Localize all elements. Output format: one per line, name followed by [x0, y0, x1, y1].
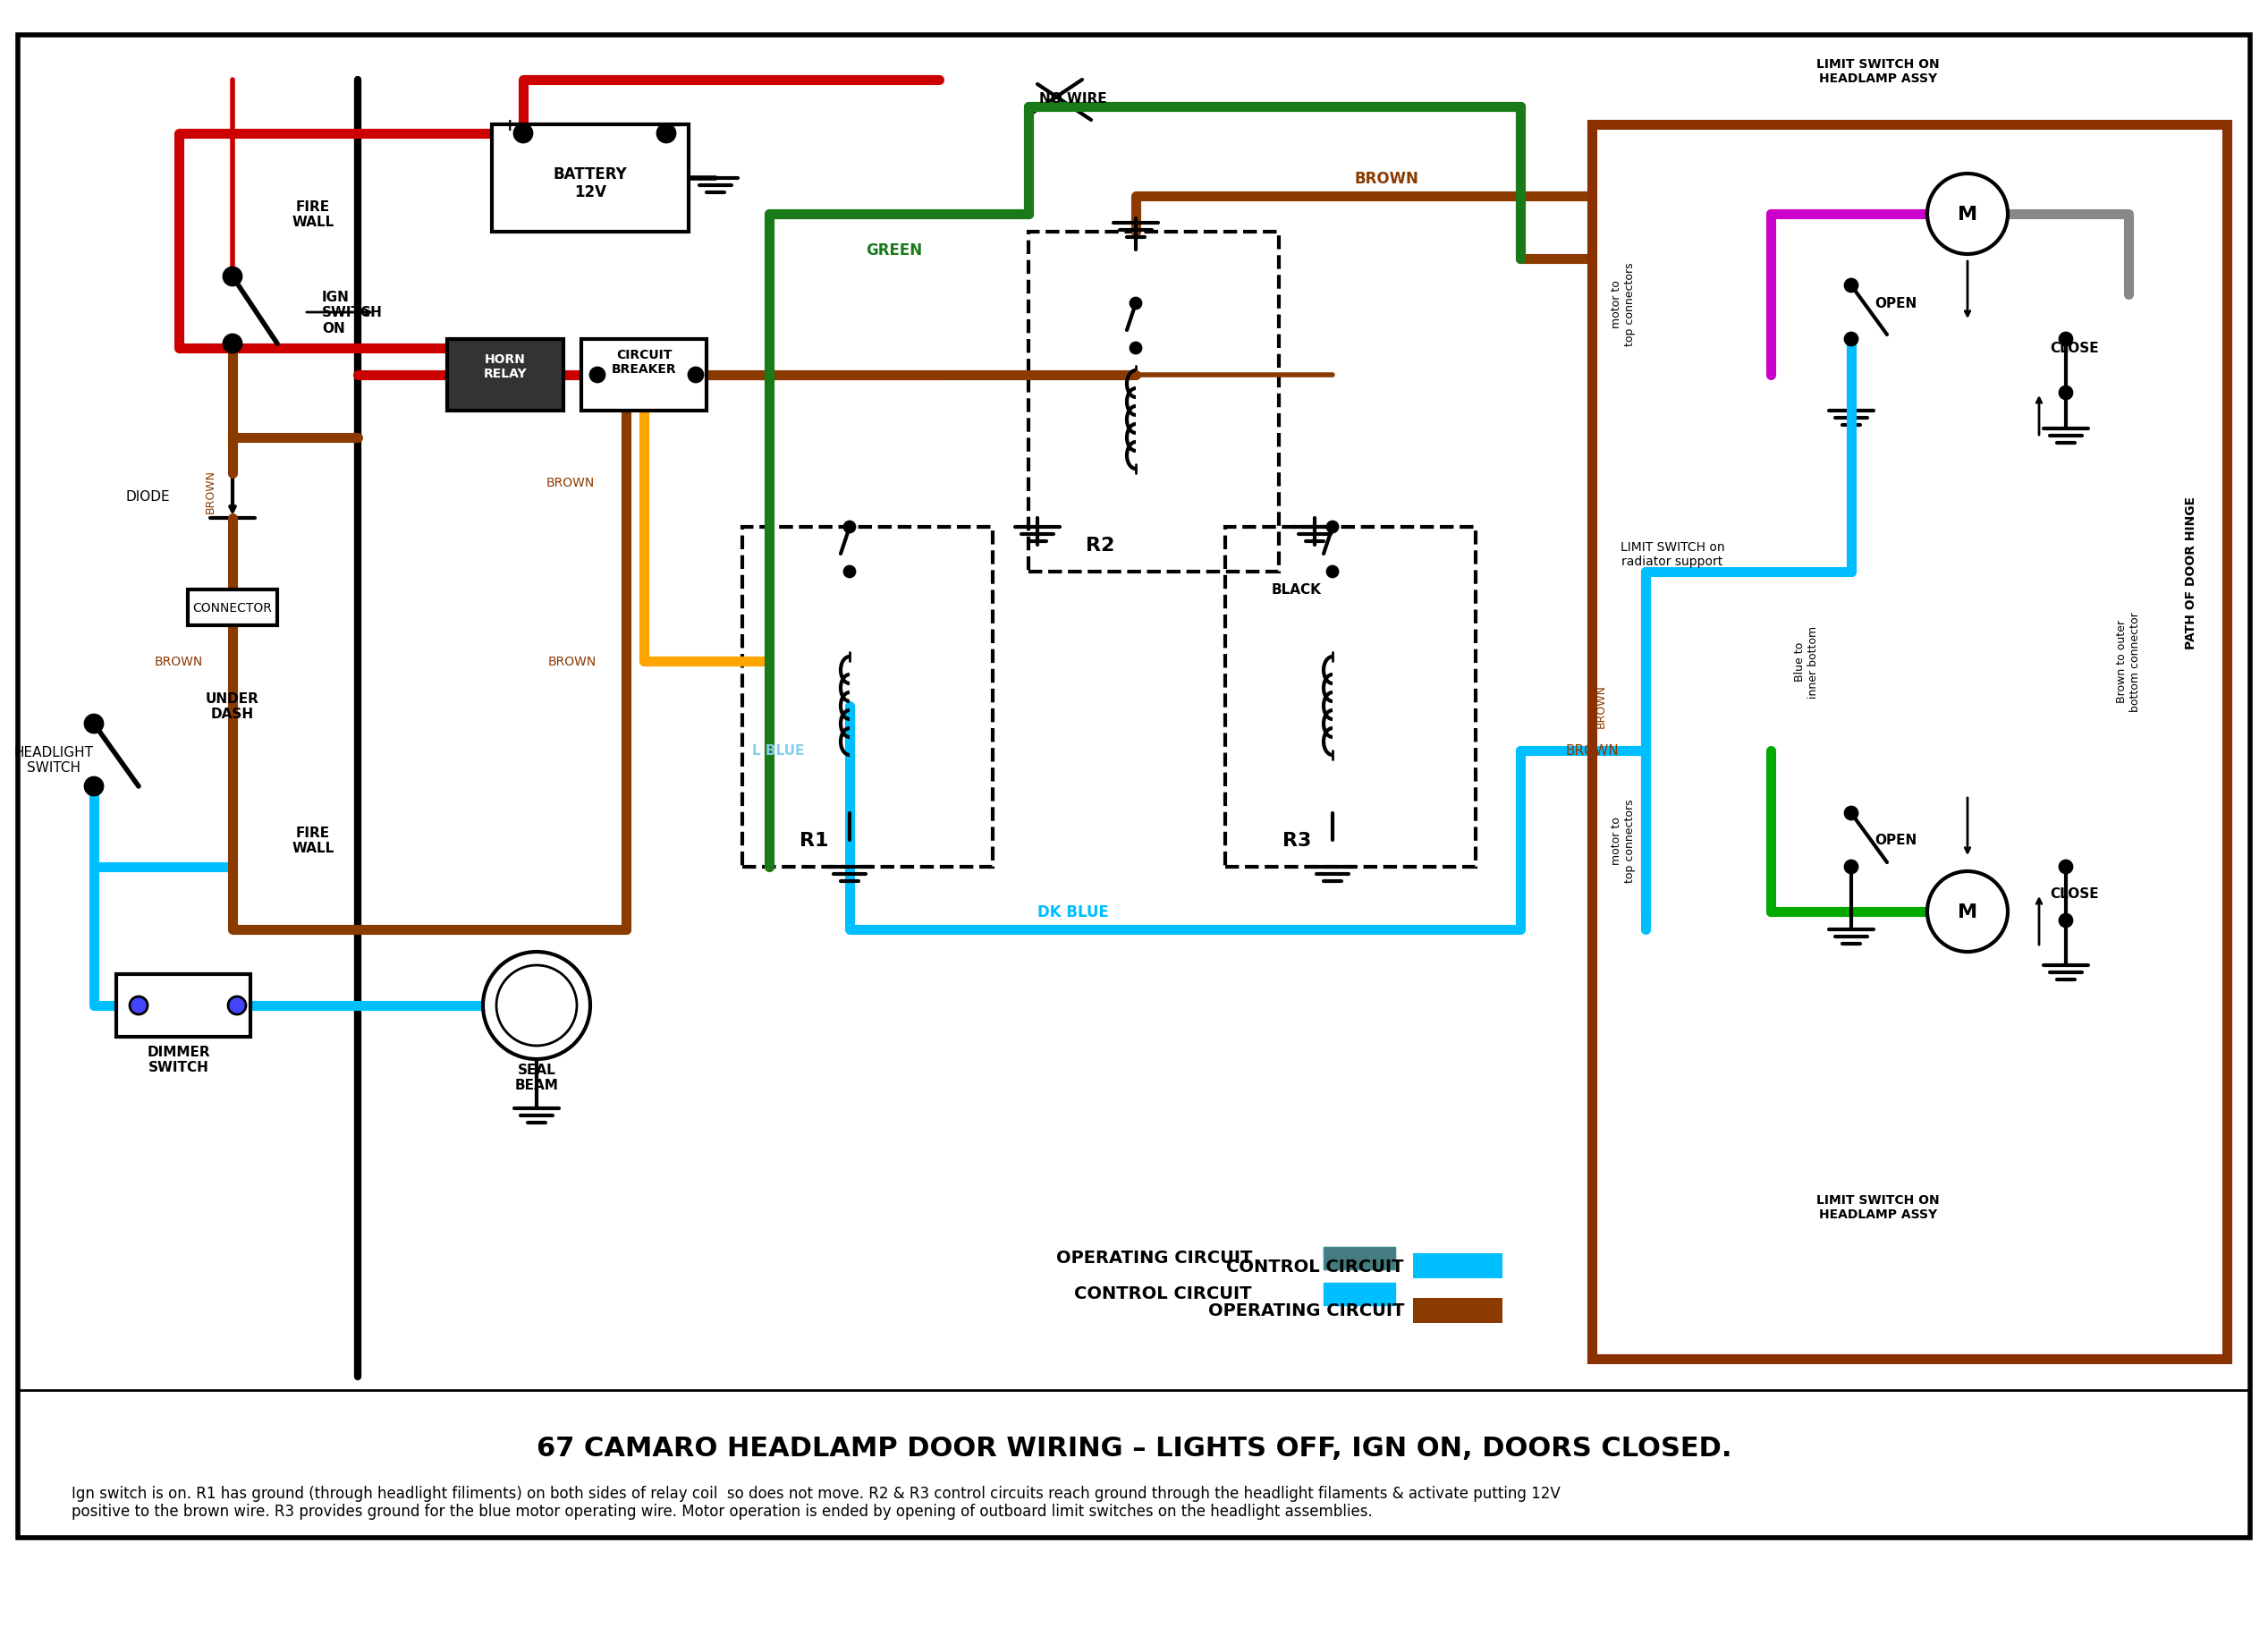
Text: FIRE
WALL: FIRE WALL	[293, 201, 333, 229]
Text: OPEN: OPEN	[1876, 298, 1916, 311]
Circle shape	[1844, 808, 1857, 819]
Bar	[492, 125, 689, 232]
Text: SEAL
BEAM: SEAL BEAM	[515, 1063, 558, 1092]
Bar	[1225, 528, 1476, 867]
Text: BROWN: BROWN	[204, 470, 215, 513]
Text: BROWN: BROWN	[154, 655, 204, 668]
Bar	[116, 974, 249, 1036]
Bar	[1325, 1247, 1395, 1270]
Circle shape	[658, 125, 676, 143]
Text: PATH OF DOOR HINGE: PATH OF DOOR HINGE	[2184, 495, 2198, 648]
Circle shape	[1844, 860, 1857, 873]
Bar	[1325, 1247, 1395, 1270]
Circle shape	[2059, 915, 2073, 928]
Circle shape	[483, 952, 590, 1059]
Text: OPEN: OPEN	[1876, 834, 1916, 847]
Text: BROWN: BROWN	[1354, 171, 1418, 188]
Text: DIODE: DIODE	[125, 490, 170, 503]
Circle shape	[844, 521, 855, 533]
Circle shape	[590, 368, 606, 383]
Circle shape	[225, 268, 240, 286]
Text: Brown to outer
bottom connector: Brown to outer bottom connector	[2116, 612, 2141, 712]
Text: CONTROL CIRCUIT: CONTROL CIRCUIT	[1075, 1285, 1252, 1303]
Bar	[581, 341, 708, 411]
Text: NO WIRE: NO WIRE	[1039, 92, 1107, 105]
Circle shape	[1928, 174, 2007, 255]
Text: CONTROL CIRCUIT: CONTROL CIRCUIT	[1227, 1257, 1404, 1275]
Text: BROWN: BROWN	[1565, 744, 1619, 758]
Text: LIMIT SWITCH ON
HEADLAMP ASSY: LIMIT SWITCH ON HEADLAMP ASSY	[1817, 1193, 1939, 1221]
Circle shape	[1928, 872, 2007, 952]
Text: Ign switch is on. R1 has ground (through headlight filiments) on both sides of r: Ign switch is on. R1 has ground (through…	[73, 1484, 1560, 1520]
Text: BROWN: BROWN	[1594, 684, 1606, 729]
Circle shape	[1327, 521, 1338, 533]
Bar	[188, 591, 277, 625]
Text: FIRE
WALL: FIRE WALL	[293, 826, 333, 855]
Circle shape	[2059, 860, 2073, 873]
Text: DIMMER
SWITCH: DIMMER SWITCH	[147, 1045, 211, 1074]
Text: CLOSE: CLOSE	[2050, 342, 2100, 355]
Circle shape	[1129, 344, 1141, 354]
Text: BATTERY
12V: BATTERY 12V	[553, 166, 628, 201]
Bar	[1592, 125, 2227, 1359]
Circle shape	[229, 997, 245, 1015]
Text: BROWN: BROWN	[547, 477, 594, 489]
Text: 67 CAMARO HEADLAMP DOOR WIRING – LIGHTS OFF, IGN ON, DOORS CLOSED.: 67 CAMARO HEADLAMP DOOR WIRING – LIGHTS …	[535, 1436, 1733, 1461]
Text: BLACK: BLACK	[1272, 584, 1322, 597]
Text: M: M	[1957, 903, 1978, 921]
Text: UNDER
DASH: UNDER DASH	[206, 693, 259, 721]
Text: HEADLIGHT
SWITCH: HEADLIGHT SWITCH	[14, 745, 93, 775]
Text: CONNECTOR: CONNECTOR	[193, 602, 272, 614]
Text: LIMIT SWITCH ON
HEADLAMP ASSY: LIMIT SWITCH ON HEADLAMP ASSY	[1817, 58, 1939, 86]
Circle shape	[225, 336, 240, 354]
Text: motor to
top connectors: motor to top connectors	[1610, 262, 1635, 345]
Circle shape	[2059, 387, 2073, 400]
Circle shape	[2059, 334, 2073, 345]
Circle shape	[1327, 568, 1338, 577]
Circle shape	[129, 997, 147, 1015]
Text: DK BLUE: DK BLUE	[1036, 903, 1109, 920]
Circle shape	[1844, 334, 1857, 345]
Text: CIRCUIT
BREAKER: CIRCUIT BREAKER	[612, 349, 676, 375]
Circle shape	[84, 778, 102, 796]
Text: OPERATING CIRCUIT: OPERATING CIRCUIT	[1057, 1250, 1252, 1267]
Bar	[1413, 1298, 1501, 1323]
Text: OPERATING CIRCUIT: OPERATING CIRCUIT	[1209, 1303, 1404, 1319]
Text: +: +	[503, 117, 517, 133]
Text: −: −	[667, 117, 683, 133]
Text: GREEN: GREEN	[866, 242, 923, 258]
Bar	[742, 528, 993, 867]
Bar	[1325, 1283, 1395, 1304]
Bar	[1027, 232, 1279, 572]
Text: HORN
RELAY: HORN RELAY	[483, 354, 526, 380]
Text: L BLUE: L BLUE	[753, 744, 805, 758]
Text: Blue to
inner bottom: Blue to inner bottom	[1794, 625, 1819, 697]
Text: R3: R3	[1281, 831, 1311, 849]
Text: CLOSE: CLOSE	[2050, 887, 2100, 901]
Bar	[1413, 1253, 1501, 1278]
Circle shape	[1844, 280, 1857, 293]
Circle shape	[1129, 299, 1141, 309]
Text: LIMIT SWITCH on
radiator support: LIMIT SWITCH on radiator support	[1619, 541, 1724, 568]
Circle shape	[689, 368, 703, 383]
Bar	[447, 341, 562, 411]
Text: IGN
SWITCH
ON: IGN SWITCH ON	[322, 291, 383, 336]
Text: M: M	[1957, 206, 1978, 224]
Circle shape	[515, 125, 533, 143]
Circle shape	[844, 568, 855, 577]
Text: R1: R1	[798, 831, 828, 849]
Text: BROWN: BROWN	[549, 655, 596, 668]
Text: R2: R2	[1086, 536, 1114, 554]
Text: motor to
top connectors: motor to top connectors	[1610, 798, 1635, 882]
Circle shape	[84, 716, 102, 734]
